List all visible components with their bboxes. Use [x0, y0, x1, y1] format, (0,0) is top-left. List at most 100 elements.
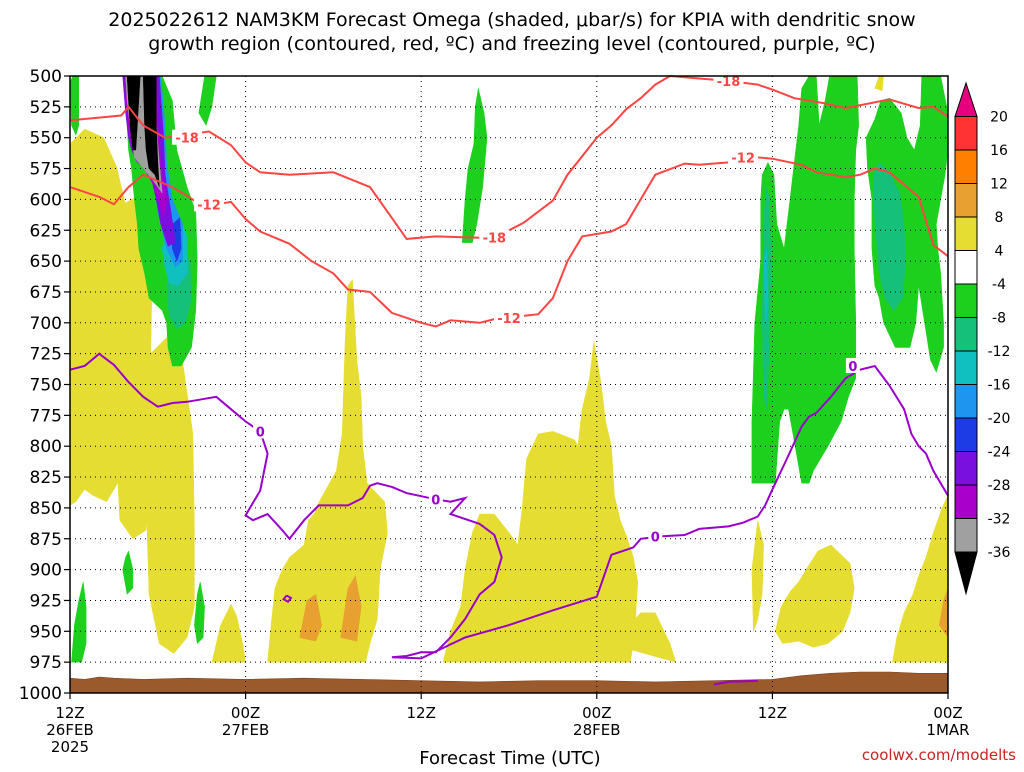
omega-region-green-right-bridge [194, 581, 205, 645]
freezing-label-bg [648, 528, 663, 544]
omega-region-yellow-east-block [442, 341, 639, 663]
freezing-label-bg [253, 423, 268, 439]
chart-title-line1: 2025022612 NAM3KM Forecast Omega (shaded… [108, 9, 915, 31]
y-tick-label-650: 650 [30, 252, 62, 272]
y-tick-label-775: 775 [30, 406, 62, 426]
terrain-surface [69, 671, 949, 694]
y-tick-label-725: 725 [30, 345, 62, 365]
omega-region-cyan-right-thin [763, 248, 769, 323]
y-tick-label-750: 750 [30, 376, 62, 396]
terrain-fill [69, 671, 949, 694]
colorbar-swatch [954, 484, 978, 519]
x-tick-label-48-1: 12Z [758, 704, 787, 722]
dgz-label-bg [728, 149, 759, 165]
dgz-contour-label: -18 [717, 75, 741, 90]
dgz-contour-label: -12 [497, 312, 521, 327]
colorbar-tick-label: -28 [988, 478, 1011, 494]
omega-region-yellow-low-mid [211, 603, 246, 663]
omega-region-orange-pocket-1 [299, 593, 322, 642]
omega-region-orange-pocket-2 [340, 575, 362, 642]
colorbar-tick-label: -32 [988, 512, 1011, 528]
colorbar-swatch [954, 384, 978, 419]
colorbar-tick-label: 4 [995, 244, 1004, 260]
dgz-label-bg [194, 196, 225, 212]
colorbar-swatch [954, 183, 978, 218]
colorbar-tick-label: 16 [990, 143, 1008, 159]
freezing-contour-label: 0 [256, 425, 265, 440]
omega-region-yellow-right-edge [892, 495, 949, 663]
omega-region-yellow-tiny-top-right [874, 75, 884, 92]
y-tick-label-500: 500 [30, 67, 62, 87]
colorbar-swatch [954, 451, 978, 486]
freezing-contour-label: 0 [651, 530, 660, 545]
dgz-contour-label: -12 [197, 198, 221, 213]
omega-negative-shading [69, 75, 949, 663]
dgz-contour--18 [69, 74, 949, 240]
x-tick-label-0-2: 26FEB [46, 721, 93, 739]
colorbar-tick-label: 12 [990, 177, 1008, 193]
colorbar-tick-label: -36 [988, 545, 1011, 561]
omega-region-green-narrow-mid [461, 88, 488, 243]
colorbar-swatch [954, 216, 978, 251]
y-tick-label-625: 625 [30, 221, 62, 241]
colorbar: 20 16 12 8 4 -4 -8 -12 -16 -20 -24 -28 -32 -36 [954, 81, 1011, 596]
freezing-contour-label: 0 [848, 360, 857, 375]
y-tick-label-525: 525 [30, 98, 62, 118]
dgz-label-bg [479, 229, 510, 245]
colorbar-tick-label: 8 [995, 210, 1004, 226]
x-tick-label-36-1: 00Z [582, 704, 611, 722]
x-tick-label-36-2: 28FEB [573, 721, 620, 739]
y-tick-label-900: 900 [30, 561, 62, 581]
y-tick-label-1000: 1000 [19, 684, 62, 704]
y-tick-label-825: 825 [30, 468, 62, 488]
y-tick-label-575: 575 [30, 160, 62, 180]
y-tick-label-975: 975 [30, 653, 62, 673]
omega-positive-shading [69, 75, 949, 663]
freezing-level-contour [69, 352, 949, 660]
x-tick-label-24-1: 12Z [407, 704, 436, 722]
colorbar-swatch [954, 350, 978, 385]
omega-region-green-top-hump [198, 75, 217, 127]
colorbar-tick-label: -8 [992, 311, 1006, 327]
y-tick-label-850: 850 [30, 499, 62, 519]
colorbar-tick-label: -4 [992, 277, 1006, 293]
x-tick-label-60-1: 00Z [933, 704, 962, 722]
dgz-label-bg [494, 309, 524, 325]
dgz-label-bg [172, 129, 203, 145]
omega-region-green-left-low-blob [122, 550, 134, 595]
colorbar-swatch [954, 149, 978, 184]
x-axis-label: Forecast Time (UTC) [419, 748, 600, 768]
colorbar-tick-label: -24 [988, 445, 1011, 461]
colorbar-tick-label: -20 [988, 411, 1011, 427]
contour-lines: -18 -18 -18 -12 -12 -12 0 0 0 0 [69, 72, 949, 686]
x-tick-label-0-3: 2025 [51, 738, 89, 756]
y-axis-ticks: 500 525 550 575 600 625 650 675 700 725 750 775 800 8… [19, 67, 70, 704]
chart-title-line2: growth region (contoured, red, ºC) and f… [148, 33, 875, 55]
colorbar-swatch-bottom-triangle [954, 551, 978, 596]
freezing-surface-streak [713, 679, 758, 686]
colorbar-tick-label: -12 [988, 344, 1011, 360]
colorbar-swatch-top-triangle [954, 81, 978, 117]
y-tick-label-550: 550 [30, 129, 62, 149]
x-tick-label-60-2: 1MAR [926, 721, 969, 739]
y-tick-label-675: 675 [30, 283, 62, 303]
credit-text: coolwx.com/modelts [862, 746, 1016, 764]
y-tick-label-600: 600 [30, 190, 62, 210]
x-tick-label-12-1: 00Z [231, 704, 260, 722]
freezing-contour-label: 0 [431, 493, 440, 508]
colorbar-swatch [954, 518, 978, 553]
freezing-label-bg [428, 491, 443, 507]
colorbar-swatch [954, 283, 978, 318]
omega-region-yellow-right-mid [775, 544, 855, 648]
x-tick-label-12-2: 27FEB [222, 721, 269, 739]
colorbar-swatch [954, 250, 978, 285]
y-tick-label-875: 875 [30, 530, 62, 550]
omega-region-green-far-left-low [71, 581, 87, 663]
y-tick-label-950: 950 [30, 622, 62, 642]
freezing-small-loop [282, 594, 293, 603]
dgz-contour-label: -18 [483, 232, 507, 247]
colorbar-tick-label: -16 [988, 378, 1011, 394]
x-tick-label-0-1: 12Z [55, 704, 84, 722]
